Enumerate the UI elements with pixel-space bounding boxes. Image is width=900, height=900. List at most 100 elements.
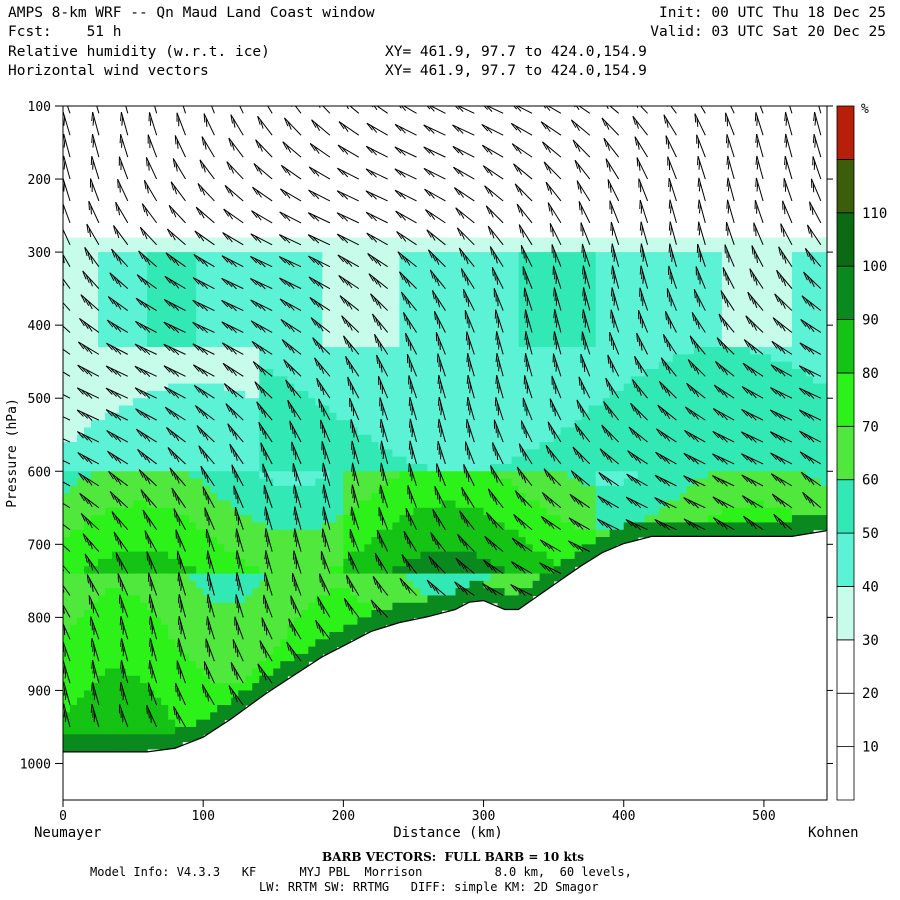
rh-cell [504,288,513,297]
rh-cell [126,719,134,728]
rh-cell [588,507,597,516]
rh-cell [441,405,450,414]
rh-cell [252,347,260,355]
rh-cell [329,303,337,312]
rh-cell [287,237,295,246]
rh-cell [77,354,85,363]
rh-cell [91,368,99,377]
rh-cell [567,566,576,575]
rh-cell [154,332,162,341]
rh-cell [343,463,351,472]
rh-cell [259,434,267,443]
rh-cell [259,332,267,341]
rh-cell [210,376,218,385]
rh-cell [532,376,541,385]
rh-cell [497,398,506,407]
rh-cell [63,463,71,472]
rh-cell [658,325,667,334]
rh-cell [588,463,597,472]
rh-cell [287,339,295,348]
rh-cell [560,390,569,399]
rh-cell [245,288,253,297]
rh-cell [70,690,78,699]
rh-cell [511,493,520,502]
rh-cell [511,295,520,304]
rh-cell [175,252,183,261]
rh-cell [462,500,471,509]
rh-cell [364,522,373,531]
rh-cell [224,347,232,355]
rh-cell [252,463,260,472]
rh-cell [539,442,548,450]
rh-cell [98,522,106,531]
rh-cell [112,661,120,670]
rh-cell [245,244,253,253]
rh-cell [126,675,134,684]
rh-cell [245,515,253,523]
rh-cell [112,420,120,429]
rh-cell [84,675,92,684]
rh-cell [343,347,351,355]
rh-cell [161,354,169,363]
rh-cell [420,310,429,319]
rh-cell [539,310,548,319]
rh-cell [476,281,485,290]
rh-cell [588,339,597,348]
rh-cell [105,580,113,589]
rh-cell [161,303,169,312]
rh-cell [441,237,450,246]
rh-cell [161,376,169,385]
rh-cell [63,274,71,282]
rh-cell [133,398,141,407]
rh-cell [259,420,267,429]
rh-cell [371,281,380,290]
rh-cell [84,493,92,502]
rh-cell [357,529,365,538]
rh-cell [217,434,225,443]
rh-cell [595,281,604,290]
rh-cell [434,485,443,494]
rh-cell [490,354,499,363]
rh-cell [483,325,492,334]
rh-cell [168,683,176,692]
rh-cell [161,325,169,334]
rh-cell [308,347,316,355]
rh-cell [462,456,471,465]
rh-cell [567,266,576,275]
rh-cell [189,449,197,458]
rh-cell [203,368,211,377]
rh-cell [119,383,127,392]
rh-cell [217,485,225,494]
rh-cell [259,537,267,545]
rh-cell [441,317,450,326]
rh-cell [84,653,92,662]
rh-cell [224,244,232,253]
rh-cell [252,639,260,648]
rh-cell [560,405,569,414]
rh-cell [161,617,169,626]
rh-cell [231,566,239,575]
rh-cell [119,551,127,560]
rh-cell [350,610,358,618]
rh-cell [511,383,520,392]
rh-cell [434,317,443,326]
rh-cell [588,529,597,538]
rh-cell [483,580,492,589]
rh-cell [420,493,429,502]
rh-cell [112,719,120,728]
rh-cell [497,551,506,560]
rh-cell [308,361,316,370]
rh-cell [140,631,148,640]
rh-cell [182,412,190,421]
rh-cell [63,551,71,560]
rh-cell [329,551,337,560]
rh-cell [252,683,260,692]
rh-cell [672,442,681,450]
rh-cell [301,332,309,341]
rh-cell [343,471,351,480]
rh-cell [392,295,401,304]
rh-cell [665,405,674,414]
rh-cell [490,558,499,567]
rh-cell [224,573,232,582]
rh-cell [252,668,260,677]
